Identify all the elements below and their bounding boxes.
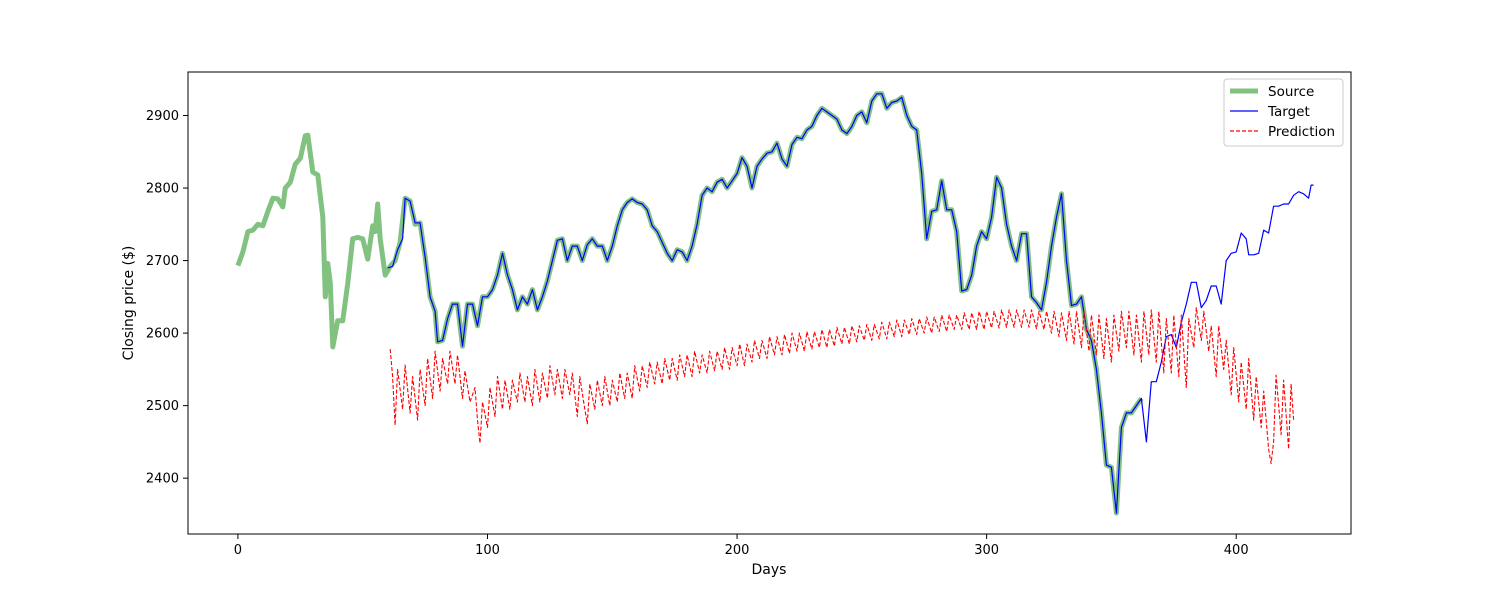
plot-area-border [187, 71, 1352, 535]
series-line-prediction [389, 307, 1295, 465]
legend-label-prediction: Prediction [1268, 124, 1335, 140]
legend-label-source: Source [1268, 84, 1314, 100]
y-tick-label: 2900 [146, 109, 179, 124]
y-tick-label: 2800 [146, 182, 179, 197]
y-axis-label: Closing price ($) [121, 246, 137, 361]
legend-box [1223, 78, 1344, 147]
y-axis: 2400 2500 2600 2700 2800 2900 [146, 109, 188, 487]
y-tick-label: 2600 [146, 327, 179, 342]
legend-label-target: Target [1267, 104, 1310, 120]
x-axis: 0 100 200 300 400 [234, 534, 1249, 558]
series-layer [235, 91, 1314, 516]
y-tick-label: 2500 [146, 399, 179, 414]
y-tick-label: 2400 [146, 472, 179, 487]
x-tick-label: 100 [475, 543, 500, 558]
y-tick-label: 2700 [146, 254, 179, 269]
x-tick-label: 400 [1224, 543, 1249, 558]
x-tick-label: 300 [974, 543, 999, 558]
series-line-source [235, 91, 1144, 516]
x-tick-label: 0 [234, 543, 242, 558]
x-axis-label: Days [752, 562, 787, 578]
legend: Source Target Prediction [1223, 78, 1344, 147]
series-line-target [387, 93, 1314, 514]
x-tick-label: 200 [725, 543, 750, 558]
